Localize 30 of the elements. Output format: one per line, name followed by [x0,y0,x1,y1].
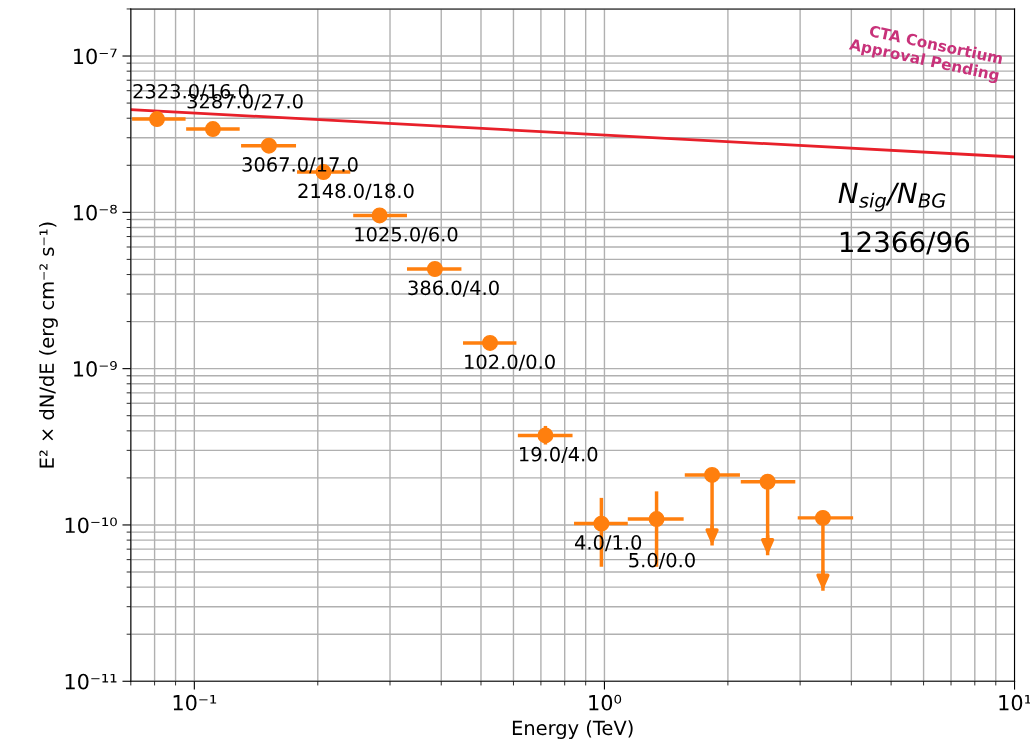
point [260,137,277,154]
point [704,466,721,483]
point [371,207,388,224]
x-tick-label: 10¹ [999,694,1030,711]
x-tick-label: 10⁻¹ [173,694,217,711]
data-label: 2148.0/18.0 [298,183,414,200]
point [426,261,443,277]
data-label: 386.0/4.0 [408,280,499,297]
point [204,121,221,138]
point [149,111,166,128]
point [648,511,665,528]
y-tick-label: 10⁻¹¹ [65,673,117,690]
y-tick-label: 10⁻⁹ [74,361,117,377]
point [593,515,610,532]
y-tick-label: 10⁻⁸ [74,204,117,221]
y-axis-title: E² × dN/dE (erg cm⁻² s⁻¹) [39,222,58,468]
data-label: 1025.0/6.0 [355,226,458,244]
point [814,509,831,526]
y-tick-label: 10⁻⁷ [74,48,117,65]
annotation: 12366/96 [840,231,970,255]
x-axis-title: Energy (TeV) [512,720,633,739]
annotation: N$_{sig}$/N$_{BG}$ [838,182,946,212]
point [759,473,776,490]
data-label: 19.0/4.0 [520,446,598,464]
data-label: 102.0/0.0 [465,354,555,371]
data-label: 3067.0/17.0 [242,157,358,174]
point [537,427,554,444]
y-tick-label: 10⁻¹⁰ [65,517,117,534]
x-tick-label: 10⁰ [589,694,622,711]
point [482,334,498,351]
